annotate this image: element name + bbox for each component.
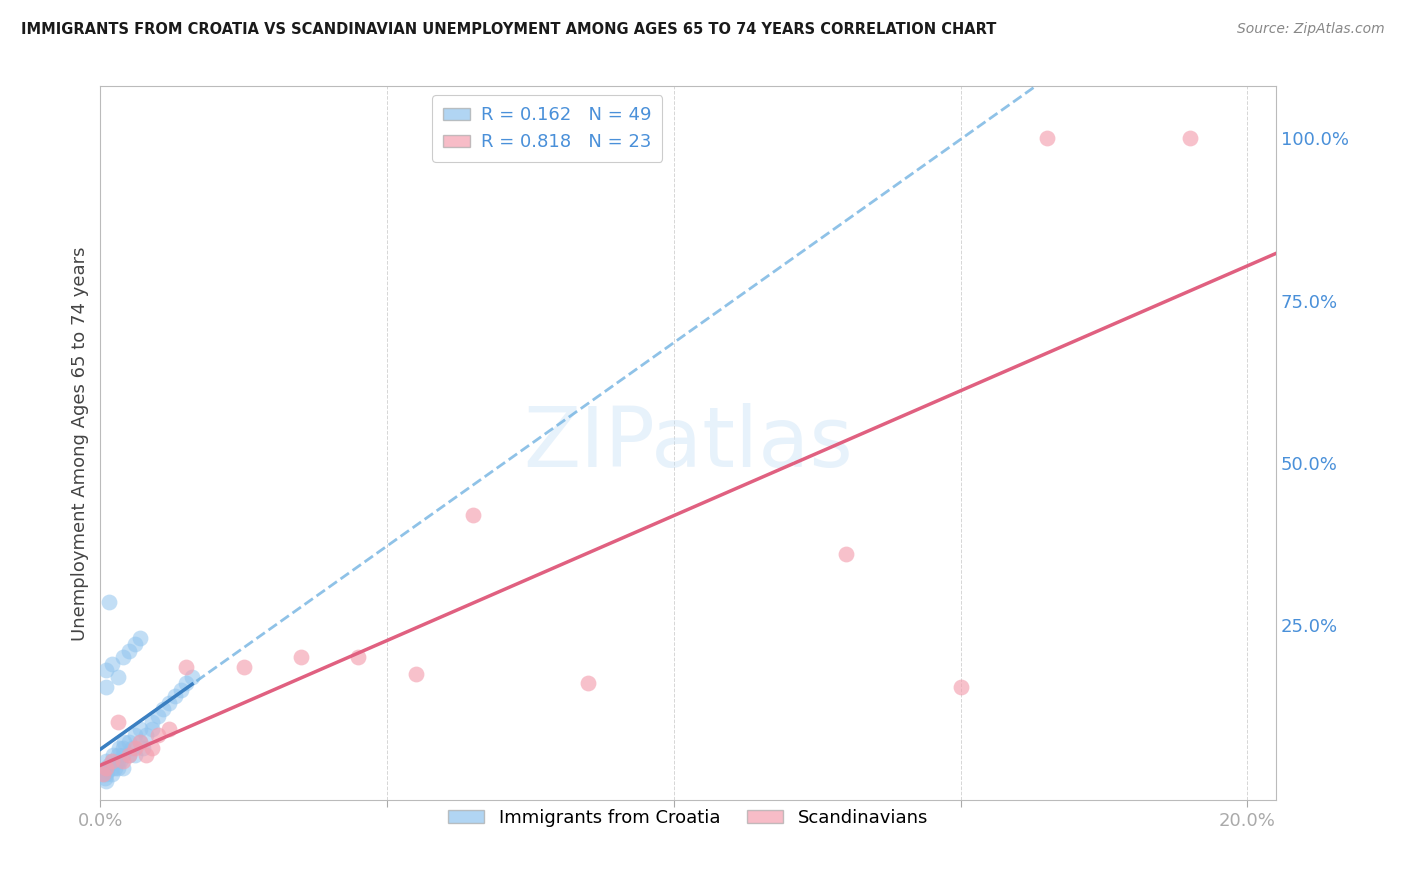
Point (152, 702, 174, 716)
Point (129, 735, 152, 749)
Point (118, 747, 141, 762)
Point (129, 631, 152, 645)
Point (94, 761, 117, 775)
Point (157, 722, 180, 736)
Point (110, 754, 132, 768)
Point (94, 680, 117, 694)
Point (94, 773, 117, 788)
Point (461, 508, 484, 522)
Point (101, 754, 124, 768)
Point (232, 660, 254, 674)
Point (94, 767, 117, 781)
Text: IMMIGRANTS FROM CROATIA VS SCANDINAVIAN UNEMPLOYMENT AMONG AGES 65 TO 74 YEARS C: IMMIGRANTS FROM CROATIA VS SCANDINAVIAN … (21, 22, 997, 37)
Y-axis label: Unemployment Among Ages 65 to 74 years: Unemployment Among Ages 65 to 74 years (72, 246, 89, 640)
Point (176, 660, 198, 674)
Point (290, 650, 312, 665)
Text: ZIPatlas: ZIPatlas (523, 403, 853, 483)
Point (97, 595, 120, 609)
Point (101, 747, 124, 762)
Point (146, 728, 169, 742)
Point (96, 764, 118, 778)
Point (112, 754, 135, 768)
Point (405, 666, 427, 681)
Point (132, 741, 155, 756)
Point (91, 767, 114, 781)
Point (118, 735, 141, 749)
Point (347, 650, 370, 665)
Point (94, 761, 117, 775)
Point (835, 547, 858, 561)
Point (107, 741, 129, 756)
Point (94, 664, 117, 678)
Point (94, 771, 117, 785)
Point (112, 741, 135, 756)
Point (107, 754, 129, 768)
Point (124, 747, 146, 762)
Point (181, 670, 204, 684)
Point (141, 741, 163, 756)
Point (124, 741, 146, 756)
Point (101, 767, 124, 781)
Point (118, 644, 141, 658)
Point (97, 757, 120, 772)
Point (129, 735, 152, 749)
Point (107, 761, 129, 775)
Point (101, 761, 124, 775)
Point (101, 657, 124, 671)
Point (576, 676, 599, 690)
Point (129, 722, 152, 736)
Point (1178, 131, 1201, 145)
Point (107, 715, 129, 730)
Point (135, 728, 157, 742)
Point (112, 761, 135, 775)
Point (91, 767, 114, 781)
Point (107, 670, 129, 684)
Point (114, 735, 136, 749)
Point (124, 728, 146, 742)
Point (112, 747, 135, 762)
Point (141, 722, 163, 736)
Point (1035, 131, 1057, 145)
Text: Source: ZipAtlas.com: Source: ZipAtlas.com (1237, 22, 1385, 37)
Point (135, 747, 157, 762)
Point (176, 676, 198, 690)
Point (101, 754, 124, 768)
Point (121, 741, 143, 756)
Point (118, 747, 141, 762)
Point (94, 754, 117, 768)
Point (141, 715, 163, 730)
Point (107, 747, 129, 762)
Point (949, 680, 972, 694)
Point (169, 682, 191, 697)
Point (124, 637, 146, 651)
Point (146, 709, 169, 723)
Point (112, 650, 135, 665)
Legend: Immigrants from Croatia, Scandinavians: Immigrants from Croatia, Scandinavians (441, 802, 935, 834)
Point (104, 761, 127, 775)
Point (163, 690, 186, 704)
Point (157, 696, 180, 710)
